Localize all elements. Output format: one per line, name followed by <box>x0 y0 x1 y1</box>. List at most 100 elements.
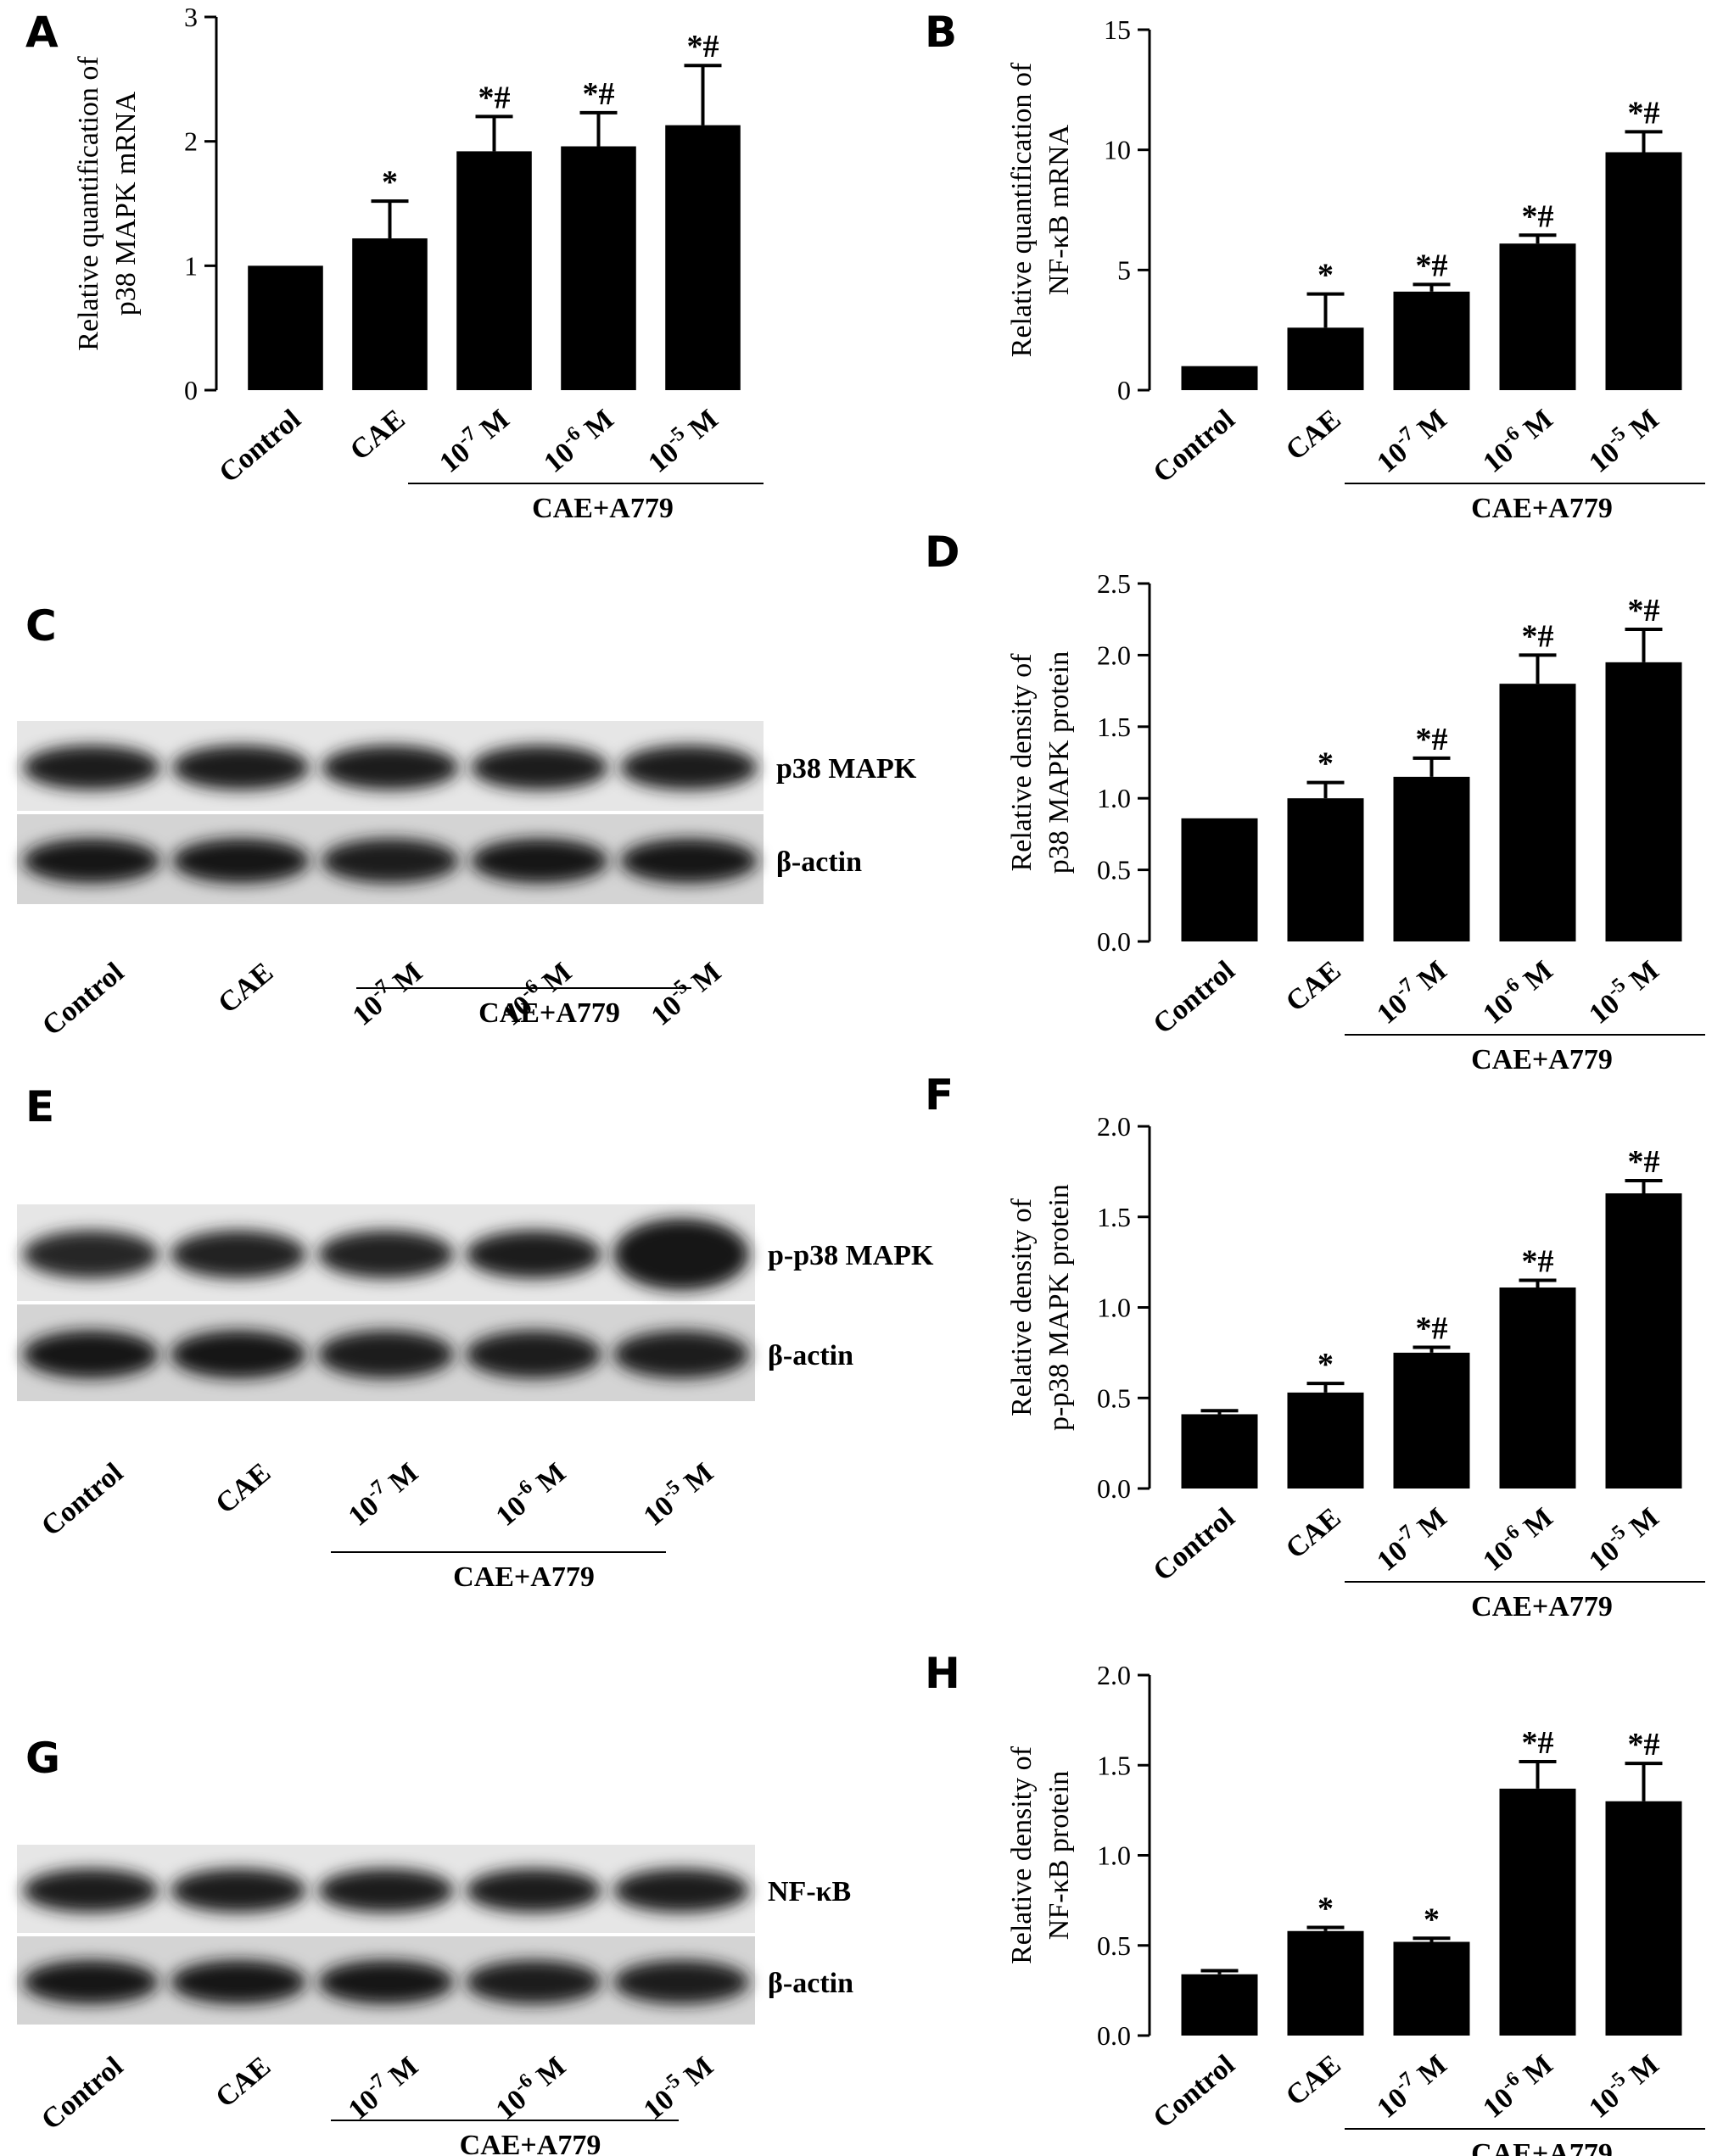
y-axis-label: Relative quantification of <box>1006 62 1038 357</box>
significance-label: *# <box>1628 1144 1660 1180</box>
blot-band <box>471 745 608 790</box>
blot-band <box>465 1230 602 1279</box>
panel-letter-b: B <box>925 8 957 57</box>
y-tick-label: 1.5 <box>1097 712 1131 742</box>
bar-10-6-m <box>1499 684 1576 941</box>
y-tick-label: 0 <box>184 375 198 405</box>
y-axis-label: p38 MAPK protein <box>1043 651 1075 874</box>
blot-band <box>22 1868 159 1913</box>
group-label: CAE+A779 <box>1471 1591 1613 1623</box>
group-label: CAE+A779 <box>453 1561 595 1593</box>
panel-letter-f: F <box>925 1070 954 1120</box>
panel-letter-a: A <box>25 8 59 57</box>
blot-band-label: β-actin <box>768 1340 853 1371</box>
y-axis-label: p-p38 MAPK protein <box>1043 1184 1075 1431</box>
blot-band-label: β-actin <box>776 846 862 878</box>
panel-letter-d: D <box>925 528 960 577</box>
blot-band <box>465 1868 602 1913</box>
y-tick-label: 2.0 <box>1097 1111 1131 1142</box>
y-tick-label: 2.0 <box>1097 640 1131 670</box>
group-label: CAE+A779 <box>478 997 620 1029</box>
blot-band <box>172 745 310 790</box>
blot-band <box>23 838 160 884</box>
bar-control <box>1181 366 1258 390</box>
y-tick-label: 1 <box>184 250 198 281</box>
group-label: CAE+A779 <box>1471 2138 1613 2156</box>
y-tick-label: 1.0 <box>1097 1840 1131 1871</box>
y-tick-label: 1.5 <box>1097 1202 1131 1232</box>
bar-10-6-m <box>1499 1788 1576 2036</box>
significance-label: *# <box>1522 1243 1554 1279</box>
bar-cae <box>1287 1392 1364 1489</box>
blot-band <box>317 1868 455 1913</box>
blot-band <box>620 745 758 790</box>
bar-10-7-m <box>1393 1352 1470 1489</box>
blot-band <box>322 745 459 790</box>
blot-band <box>170 1330 307 1379</box>
y-axis-label: Relative density of <box>1006 1198 1038 1416</box>
bar-control <box>1181 818 1258 941</box>
significance-label: * <box>1317 1891 1334 1927</box>
significance-label: *# <box>478 80 511 115</box>
y-axis-label: Relative quantification of <box>73 56 104 351</box>
blot-band-label: NF-κB <box>768 1876 851 1907</box>
y-tick-label: 15 <box>1104 14 1131 45</box>
y-tick-label: 5 <box>1117 254 1131 285</box>
bar-10-5-m <box>1605 1801 1682 2036</box>
bar-10-7-m <box>456 151 532 390</box>
y-tick-label: 0.5 <box>1097 1382 1131 1413</box>
blot-band <box>613 1868 750 1913</box>
blot-band-label: β-actin <box>768 1968 853 1999</box>
blot-band <box>322 838 459 884</box>
group-label: CAE+A779 <box>460 2130 601 2156</box>
bar-10-6-m <box>1499 1287 1576 1489</box>
y-tick-label: 10 <box>1104 135 1131 165</box>
significance-label: * <box>1317 746 1334 782</box>
bar-10-5-m <box>665 125 741 390</box>
blot-band-label: p-p38 MAPK <box>768 1240 934 1271</box>
significance-label: *# <box>1522 618 1554 654</box>
y-tick-label: 0.5 <box>1097 1930 1131 1961</box>
bar-10-6-m <box>561 146 636 391</box>
panel-letter-h: H <box>925 1649 960 1698</box>
bar-cae <box>1287 1930 1364 2036</box>
significance-label: *# <box>1628 593 1660 628</box>
significance-label: *# <box>1522 198 1554 234</box>
bar-cae <box>1287 327 1364 390</box>
y-axis-label: p38 MAPK mRNA <box>110 91 142 316</box>
blot-band <box>613 1330 750 1379</box>
y-axis-label: NF-κB mRNA <box>1043 124 1075 295</box>
y-tick-label: 0.0 <box>1097 926 1131 957</box>
panel-letter-c: C <box>25 601 57 651</box>
blot-band <box>170 1230 307 1279</box>
bar-control <box>248 265 323 390</box>
blot-band <box>317 1960 455 2004</box>
blot-band <box>172 838 310 884</box>
blot-band <box>170 1868 307 1913</box>
chart-f: 0.0 0.5 1.0 1.5 2.0 Relative density of p-p38 … <box>925 1070 1705 1623</box>
significance-label: * <box>1424 1902 1440 1937</box>
bar-10-5-m <box>1605 152 1682 390</box>
bar-10-5-m <box>1605 662 1682 941</box>
y-tick-label: 0.0 <box>1097 2020 1131 2051</box>
significance-label: *# <box>1628 95 1660 131</box>
bar-control <box>1181 1974 1258 2036</box>
y-tick-label: 2.0 <box>1097 1660 1131 1690</box>
significance-label: * <box>1317 258 1334 293</box>
blot-band <box>317 1330 455 1379</box>
significance-label: *# <box>1416 1310 1448 1346</box>
significance-label: * <box>382 165 398 200</box>
significance-label: *# <box>583 76 615 112</box>
group-label: CAE+A779 <box>1471 493 1613 524</box>
y-tick-label: 0.5 <box>1097 855 1131 885</box>
blot-band <box>22 1330 159 1379</box>
blot-band <box>465 1960 602 2004</box>
bar-control <box>1181 1414 1258 1489</box>
blot-band-label: p38 MAPK <box>776 753 917 785</box>
y-axis-label: Relative density of <box>1006 653 1038 872</box>
significance-label: *# <box>1522 1725 1554 1761</box>
group-label: CAE+A779 <box>1471 1044 1613 1075</box>
significance-label: *# <box>687 29 719 64</box>
